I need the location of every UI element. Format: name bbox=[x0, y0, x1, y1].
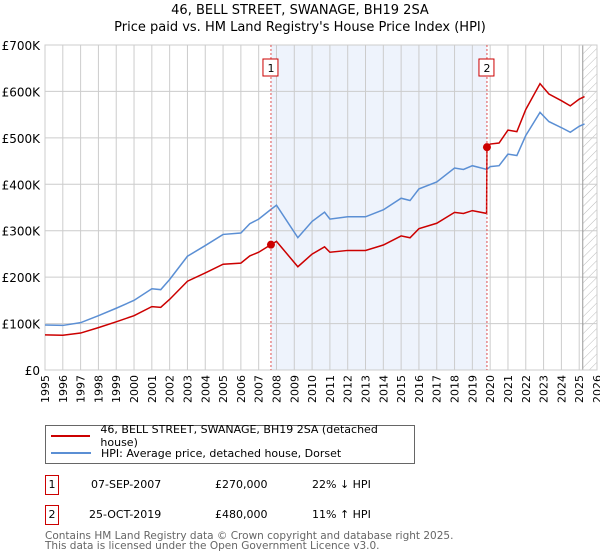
x-tick-label: 2010 bbox=[306, 375, 319, 403]
x-tick-label: 2023 bbox=[538, 375, 551, 403]
property-price-line bbox=[44, 82, 585, 336]
legend-swatch-red bbox=[51, 435, 91, 437]
plot-border bbox=[44, 44, 598, 371]
x-tick-label: 2007 bbox=[253, 375, 266, 403]
sale-label: 2 bbox=[483, 62, 490, 75]
sale-point bbox=[266, 240, 275, 249]
hpi-line bbox=[44, 111, 585, 327]
x-tick-label: 2022 bbox=[520, 375, 533, 403]
x-tick-label: 1999 bbox=[110, 375, 123, 403]
sale-label-box bbox=[478, 58, 495, 77]
legend-item-property: 46, BELL STREET, SWANAGE, BH19 2SA (deta… bbox=[51, 423, 414, 449]
y-tick-label: £500K bbox=[2, 132, 42, 146]
x-tick-label: 2014 bbox=[377, 375, 390, 403]
y-tick-label: £300K bbox=[2, 225, 42, 239]
x-tick-label: 2000 bbox=[128, 375, 141, 403]
sale-date: 25-OCT-2019 bbox=[89, 508, 162, 521]
footer-copyright: Contains HM Land Registry data © Crown c… bbox=[45, 530, 454, 542]
x-tick-label: 2016 bbox=[413, 375, 426, 403]
x-tick-label: 2006 bbox=[235, 375, 248, 403]
x-tick-label: 1995 bbox=[39, 375, 52, 403]
y-tick-label: £700K bbox=[2, 39, 42, 53]
sale-date: 07-SEP-2007 bbox=[91, 478, 162, 491]
sale-hpi-diff: 11% ↑ HPI bbox=[312, 508, 371, 521]
x-tick-label: 2001 bbox=[146, 375, 159, 403]
x-tick-label: 2012 bbox=[342, 375, 355, 403]
x-tick-label: 2005 bbox=[217, 375, 230, 403]
legend-item-hpi: HPI: Average price, detached house, Dors… bbox=[51, 445, 341, 461]
x-tick-label: 2017 bbox=[431, 375, 444, 403]
chart-subtitle: Price paid vs. HM Land Registry's House … bbox=[114, 20, 486, 35]
x-tick-label: 2011 bbox=[324, 375, 337, 403]
sale-price: £270,000 bbox=[215, 478, 268, 491]
footer: Contains HM Land Registry data © Crown c… bbox=[45, 530, 454, 552]
sale-marker-box: 2 bbox=[45, 505, 59, 525]
x-tick-label: 2019 bbox=[466, 375, 479, 403]
x-tick-label: 2013 bbox=[360, 375, 373, 403]
ownership-period-shade bbox=[270, 45, 487, 370]
chart-title: 46, BELL STREET, SWANAGE, BH19 2SA bbox=[171, 3, 429, 18]
x-tick-label: 1996 bbox=[57, 375, 70, 403]
y-tick-label: £600K bbox=[2, 85, 42, 99]
footer-licence: This data is licensed under the Open Gov… bbox=[45, 540, 380, 552]
forecast-hatch bbox=[582, 45, 597, 370]
sale-marker-box: 1 bbox=[45, 475, 59, 495]
sale-price: £480,000 bbox=[215, 508, 268, 521]
sale-label: 1 bbox=[267, 62, 274, 75]
y-tick-label: £100K bbox=[2, 318, 42, 332]
plot-area: £0 £100K £200K £300K £400K £500K £600K £700K 199… bbox=[2, 39, 600, 403]
sale-row: 1 07-SEP-2007 £270,000 22% ↓ HPI bbox=[45, 475, 445, 495]
x-tick-label: 2018 bbox=[449, 375, 462, 403]
x-tick-label: 1998 bbox=[92, 375, 105, 403]
x-tick-label: 2008 bbox=[270, 375, 283, 403]
x-tick-label: 2002 bbox=[164, 375, 177, 403]
legend: 46, BELL STREET, SWANAGE, BH19 2SA (deta… bbox=[45, 423, 415, 464]
x-tick-label: 2015 bbox=[395, 375, 408, 403]
y-tick-label: £200K bbox=[2, 271, 42, 285]
sale-point bbox=[482, 143, 491, 152]
x-tick-label: 2009 bbox=[288, 375, 301, 403]
x-tick-label: 2004 bbox=[199, 375, 212, 403]
y-tick-label: £0 bbox=[25, 364, 40, 378]
sale-row: 2 25-OCT-2019 £480,000 11% ↑ HPI bbox=[45, 505, 445, 525]
x-tick-label: 2020 bbox=[484, 375, 497, 403]
sale-hpi-diff: 22% ↓ HPI bbox=[312, 478, 371, 491]
x-tick-label: 2003 bbox=[181, 375, 194, 403]
x-tick-label: 2021 bbox=[502, 375, 515, 403]
y-tick-label: £400K bbox=[2, 178, 42, 192]
legend-label: 46, BELL STREET, SWANAGE, BH19 2SA (deta… bbox=[100, 423, 378, 449]
x-tick-label: 2026 bbox=[591, 375, 600, 403]
legend-label: HPI: Average price, detached house, Dors… bbox=[101, 446, 342, 460]
x-tick-label: 2024 bbox=[555, 375, 568, 403]
x-tick-label: 1997 bbox=[75, 375, 88, 403]
legend-swatch-blue bbox=[51, 452, 91, 454]
x-tick-label: 2025 bbox=[573, 375, 586, 403]
sale-label-box bbox=[262, 58, 279, 77]
